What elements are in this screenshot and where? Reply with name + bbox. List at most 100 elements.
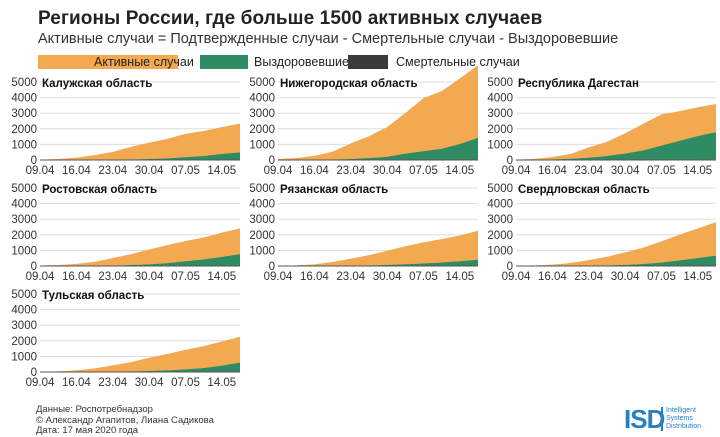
chart-rostov: 0 1000 2000 3000 4000 5000 09.04 16.04 23.04 30.0… (11, 183, 240, 283)
y-tick-label: 3000 (249, 108, 275, 120)
chart-dagestan: 0 1000 2000 3000 4000 5000 09.04 16.04 23.04 30.0… (487, 77, 716, 177)
panel-rostov: 0 1000 2000 3000 4000 5000 09.04 16.04 23.04 30.0… (0, 180, 240, 286)
x-tick-label: 30.04 (135, 377, 164, 389)
footer-date: Дата: 17 мая 2020 года (36, 425, 139, 436)
y-tick-label: 5000 (487, 183, 513, 195)
x-tick-label: 07.05 (171, 377, 200, 389)
logo-line-2: Systems (666, 415, 693, 422)
y-tick-label: 2000 (11, 230, 37, 242)
y-tick-label: 3000 (11, 214, 37, 226)
active-cases-area (278, 230, 478, 266)
y-tick-label: 2000 (249, 124, 275, 136)
y-tick-label: 4000 (11, 199, 37, 211)
panel-title-rostov: Ростовская область (42, 184, 158, 196)
panel-kaluga: 0 1000 2000 3000 4000 5000 09.04 16.04 23.04 30.0… (0, 74, 240, 180)
x-tick-label: 14.05 (445, 165, 474, 177)
footer: Данные: Роспотребнадзор © Александр Агап… (36, 404, 214, 437)
x-tick-label: 14.05 (207, 271, 236, 283)
legend-swatch-recovered (200, 55, 248, 69)
panel-tula: 0 1000 2000 3000 4000 5000 09.04 16.04 23.04 30.0… (0, 286, 240, 392)
legend-swatch-active (38, 55, 178, 69)
panel-dagestan: 0 1000 2000 3000 4000 5000 09.04 16.04 23.04 30.0… (476, 74, 716, 180)
y-tick-label: 0 (31, 367, 37, 379)
x-tick-label: 09.04 (26, 377, 55, 389)
panel-title-ryazan: Рязанская область (280, 184, 389, 196)
legend-label-active: Активные случаи (94, 55, 194, 69)
chart-kaluga: 0 1000 2000 3000 4000 5000 09.04 16.04 23.04 30.0… (11, 77, 240, 177)
recovered-area (40, 362, 240, 372)
y-tick-label: 2000 (11, 124, 37, 136)
x-tick-label: 16.04 (300, 271, 329, 283)
y-tick-label: 1000 (11, 245, 37, 257)
x-tick-label: 07.05 (647, 165, 676, 177)
x-tick-label: 14.05 (683, 165, 712, 177)
x-tick-label: 23.04 (98, 165, 127, 177)
panel-nizhny: 0 1000 2000 3000 4000 5000 09.04 16.04 23.04 30.0… (238, 65, 478, 180)
active-cases-area (40, 123, 240, 160)
y-tick-label: 5000 (11, 183, 37, 195)
x-tick-label: 30.04 (373, 271, 402, 283)
recovered-area (516, 132, 716, 160)
x-tick-label: 14.05 (445, 271, 474, 283)
logo-line-3: Distribution (666, 423, 702, 430)
x-tick-label: 09.04 (264, 271, 293, 283)
panel-title-tula: Тульская область (42, 290, 145, 302)
panel-sverdlovsk: 0 1000 2000 3000 4000 5000 09.04 16.04 23.04 30.0… (476, 180, 716, 286)
y-tick-label: 3000 (487, 108, 513, 120)
panel-ryazan: 0 1000 2000 3000 4000 5000 09.04 16.04 23.04 30.0… (238, 180, 478, 286)
chart-title: Регионы России, где больше 1500 активных… (38, 8, 543, 29)
x-tick-label: 23.04 (336, 271, 365, 283)
y-tick-label: 1000 (11, 139, 37, 151)
x-tick-label: 09.04 (26, 271, 55, 283)
panel-title-kaluga: Калужская область (42, 78, 153, 90)
recovered-area (40, 254, 240, 266)
recovered-area (278, 137, 478, 160)
x-tick-label: 23.04 (574, 165, 603, 177)
y-tick-label: 2000 (11, 336, 37, 348)
y-tick-label: 2000 (487, 124, 513, 136)
panel-title-dagestan: Республика Дагестан (518, 78, 639, 90)
x-tick-label: 16.04 (62, 165, 91, 177)
x-tick-label: 16.04 (62, 271, 91, 283)
y-tick-label: 4000 (249, 93, 275, 105)
active-cases-area (278, 65, 478, 160)
chart-sverdlovsk: 0 1000 2000 3000 4000 5000 09.04 16.04 23.04 30.0… (487, 183, 716, 283)
legend-label-deaths: Смертельные случаи (396, 55, 520, 69)
x-tick-label: 16.04 (300, 165, 329, 177)
logo-text: Intelligent Systems Distribution (666, 407, 701, 431)
y-tick-label: 1000 (487, 245, 513, 257)
y-tick-label: 4000 (487, 199, 513, 211)
y-tick-label: 5000 (249, 77, 275, 89)
x-tick-label: 16.04 (538, 271, 567, 283)
x-tick-label: 30.04 (135, 165, 164, 177)
chart-tula: 0 1000 2000 3000 4000 5000 09.04 16.04 23.04 30.0… (11, 289, 240, 389)
x-tick-label: 16.04 (538, 165, 567, 177)
active-cases-area (516, 222, 716, 266)
logo-divider (661, 407, 663, 431)
logo-mark: ISD (624, 404, 665, 434)
x-tick-label: 23.04 (98, 271, 127, 283)
y-tick-label: 4000 (11, 93, 37, 105)
y-tick-label: 0 (269, 155, 275, 167)
x-tick-label: 23.04 (98, 377, 127, 389)
recovered-area (40, 152, 240, 160)
x-tick-label: 16.04 (62, 377, 91, 389)
x-tick-label: 14.05 (207, 377, 236, 389)
y-tick-label: 1000 (249, 139, 275, 151)
y-tick-label: 5000 (11, 289, 37, 301)
x-tick-label: 23.04 (574, 271, 603, 283)
x-tick-label: 09.04 (26, 165, 55, 177)
y-tick-label: 3000 (487, 214, 513, 226)
x-tick-label: 07.05 (647, 271, 676, 283)
chart-nizhny: 0 1000 2000 3000 4000 5000 09.04 16.04 23.04 30.0… (249, 65, 478, 177)
y-tick-label: 0 (507, 261, 513, 273)
y-tick-label: 4000 (249, 199, 275, 211)
x-tick-label: 07.05 (409, 271, 438, 283)
x-tick-label: 07.05 (171, 271, 200, 283)
isd-logo: ISD Intelligent Systems Distribution (624, 405, 704, 433)
y-tick-label: 4000 (487, 93, 513, 105)
y-tick-label: 0 (31, 261, 37, 273)
y-tick-label: 0 (31, 155, 37, 167)
x-tick-label: 09.04 (264, 165, 293, 177)
legend-swatch-deaths (348, 55, 388, 69)
